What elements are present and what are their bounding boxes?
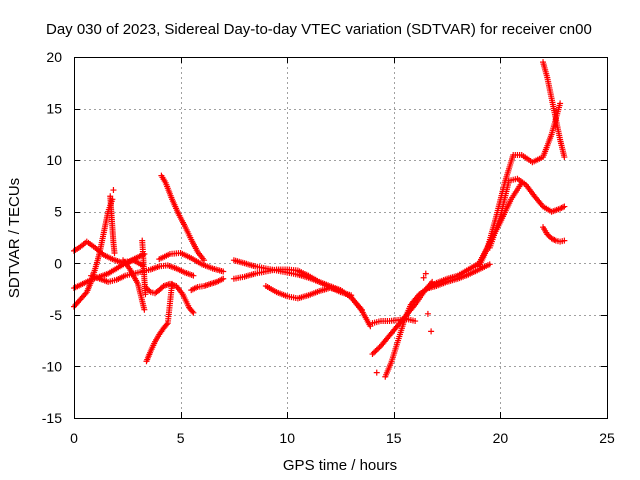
data-point xyxy=(518,179,525,186)
data-point xyxy=(369,351,376,358)
data-point xyxy=(141,306,148,313)
series-track-s xyxy=(422,261,493,293)
series-track-j xyxy=(158,172,208,264)
y-tick-label: 15 xyxy=(46,101,62,117)
y-tick-label: -5 xyxy=(50,307,63,323)
data-point xyxy=(375,345,382,352)
data-point xyxy=(163,321,170,328)
data-point xyxy=(551,236,558,243)
data-point xyxy=(420,274,427,281)
x-tick-label: 0 xyxy=(70,430,78,446)
data-point xyxy=(561,154,568,161)
data-point xyxy=(358,306,365,313)
data-point xyxy=(189,308,196,315)
y-axis-label: SDTVAR / TECUs xyxy=(6,178,23,298)
grid-lines xyxy=(74,57,607,418)
data-point xyxy=(367,323,374,330)
series-track-c xyxy=(107,193,118,256)
series-isolated xyxy=(110,187,435,376)
data-point xyxy=(220,275,227,282)
data-point xyxy=(412,318,419,325)
series-track-w xyxy=(540,59,568,161)
series-track-f xyxy=(120,257,148,313)
data-point xyxy=(424,310,431,317)
series-track-r xyxy=(369,315,419,327)
x-tick-label: 15 xyxy=(386,430,402,446)
series-track-m xyxy=(230,257,374,330)
series-track-h xyxy=(143,280,176,365)
series-track-i xyxy=(143,280,197,316)
y-tick-label: 0 xyxy=(54,255,62,271)
x-tick-label: 20 xyxy=(493,430,509,446)
series-track-n xyxy=(230,266,355,299)
data-point xyxy=(110,187,117,194)
data-point xyxy=(373,369,380,376)
series-track-o xyxy=(262,282,365,313)
x-tick-label: 25 xyxy=(599,430,615,446)
data-point xyxy=(190,309,197,316)
y-tick-labels: -15 -10 -5 0 5 10 15 20 xyxy=(42,49,62,426)
plot-frame xyxy=(74,57,608,419)
axis-ticks xyxy=(74,57,608,419)
series-track-l xyxy=(188,275,227,294)
y-tick-label: 10 xyxy=(46,152,62,168)
x-tick-label: 5 xyxy=(177,430,185,446)
data-point xyxy=(561,203,568,210)
y-tick-label: -10 xyxy=(42,358,62,374)
data-point xyxy=(142,291,149,298)
data-point xyxy=(486,261,493,268)
chart-title: Day 030 of 2023, Sidereal Day-to-day VTE… xyxy=(46,21,592,38)
data-point xyxy=(372,348,379,355)
data-point xyxy=(422,270,429,277)
data-point xyxy=(111,249,118,256)
y-tick-label: 5 xyxy=(54,204,62,220)
data-point xyxy=(428,328,435,335)
series-track-d xyxy=(71,257,146,292)
data-points xyxy=(71,59,568,380)
x-tick-label: 10 xyxy=(279,430,295,446)
y-tick-label: 20 xyxy=(46,49,62,65)
series-track-k xyxy=(156,249,227,275)
data-point xyxy=(557,100,564,107)
data-point xyxy=(373,346,380,353)
x-tick-labels: 0 5 10 15 20 25 xyxy=(70,430,615,446)
data-point xyxy=(220,268,227,275)
series-track-x xyxy=(540,224,568,245)
series-track-v xyxy=(476,179,525,267)
data-point xyxy=(561,237,568,244)
y-tick-label: -15 xyxy=(42,410,62,426)
data-point xyxy=(370,349,377,356)
x-axis-label: GPS time / hours xyxy=(283,457,397,474)
data-point xyxy=(190,272,197,279)
